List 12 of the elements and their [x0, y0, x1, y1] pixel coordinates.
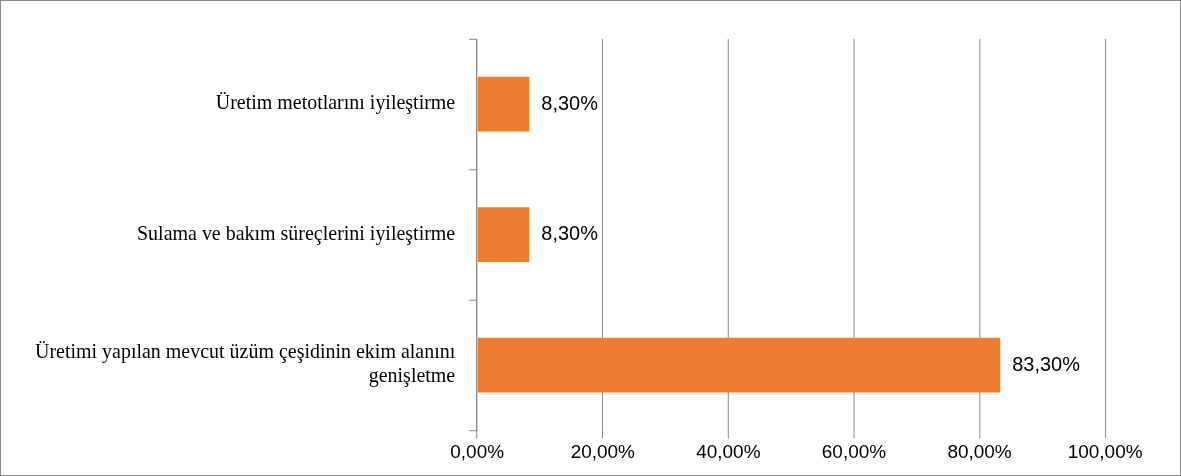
data-label: 83,30% — [1012, 352, 1081, 375]
y-tick-label: Üretim metotlarını iyileştirme — [215, 91, 456, 115]
data-label: 8,30% — [541, 222, 599, 245]
x-tick-label: 40,00% — [696, 440, 761, 462]
x-tick-label: 20,00% — [570, 440, 636, 462]
y-tick-label: Üretimi yapılan mevcut üzüm çeşidinin ekim alanını genişletme — [35, 340, 456, 388]
data-label: 8,30% — [541, 91, 599, 114]
x-tick-label: 100,00% — [1067, 440, 1143, 462]
x-tick-label: 60,00% — [821, 440, 887, 462]
x-tick-label: 80,00% — [947, 440, 1012, 462]
x-tick-label: 0,00% — [450, 440, 505, 462]
y-tick-label: Sulama ve bakım süreçlerini iyileştirme — [137, 221, 456, 245]
